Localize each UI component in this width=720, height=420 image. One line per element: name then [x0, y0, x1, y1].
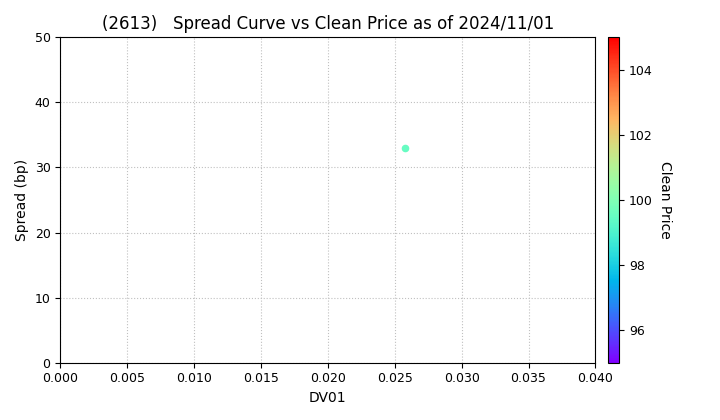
X-axis label: DV01: DV01: [309, 391, 346, 405]
Y-axis label: Clean Price: Clean Price: [658, 161, 672, 239]
Y-axis label: Spread (bp): Spread (bp): [15, 159, 29, 241]
Title: (2613)   Spread Curve vs Clean Price as of 2024/11/01: (2613) Spread Curve vs Clean Price as of…: [102, 15, 554, 33]
Point: [400, 144, 411, 151]
